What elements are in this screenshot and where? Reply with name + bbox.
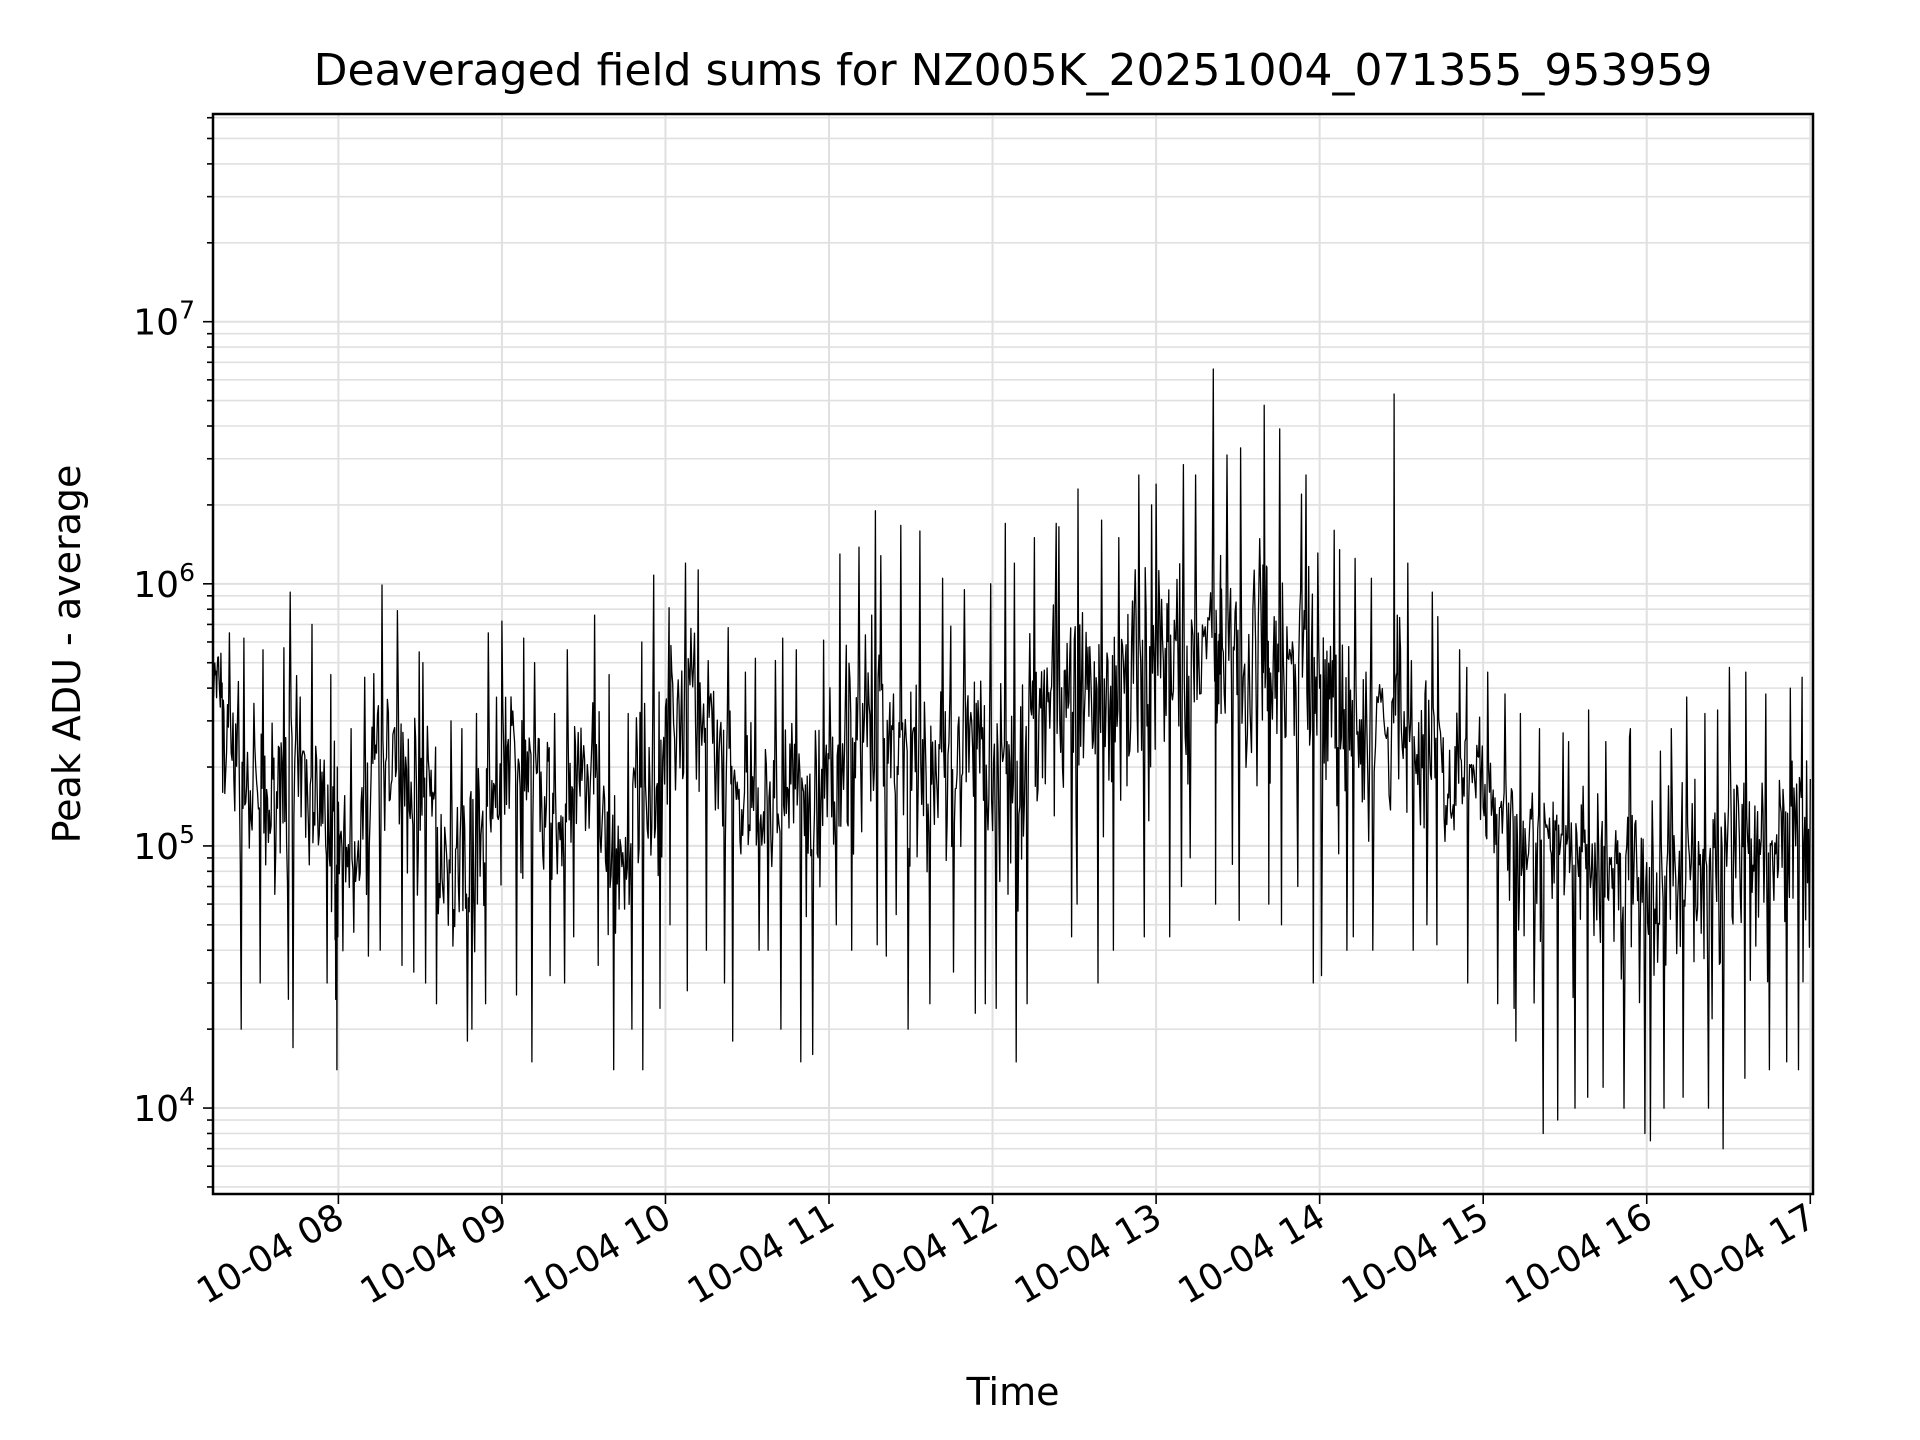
series-line	[212, 368, 1811, 1150]
y-tick-label: 105	[133, 820, 195, 868]
chart-title: Deaveraged field sums for NZ005K_2025100…	[314, 45, 1713, 96]
plot-frame	[211, 112, 1815, 1196]
y-axis-label: Peak ADU - average	[45, 465, 89, 844]
data-series-line	[212, 368, 1811, 1150]
y-axis-ticks: 104 105 106 107	[133, 116, 213, 1188]
y-tick-label: 104	[133, 1082, 195, 1130]
grid-lines	[213, 114, 1813, 1194]
y-tick-label: 107	[133, 296, 195, 344]
x-axis-label: Time	[966, 1370, 1060, 1414]
y-tick-label: 106	[133, 558, 195, 606]
